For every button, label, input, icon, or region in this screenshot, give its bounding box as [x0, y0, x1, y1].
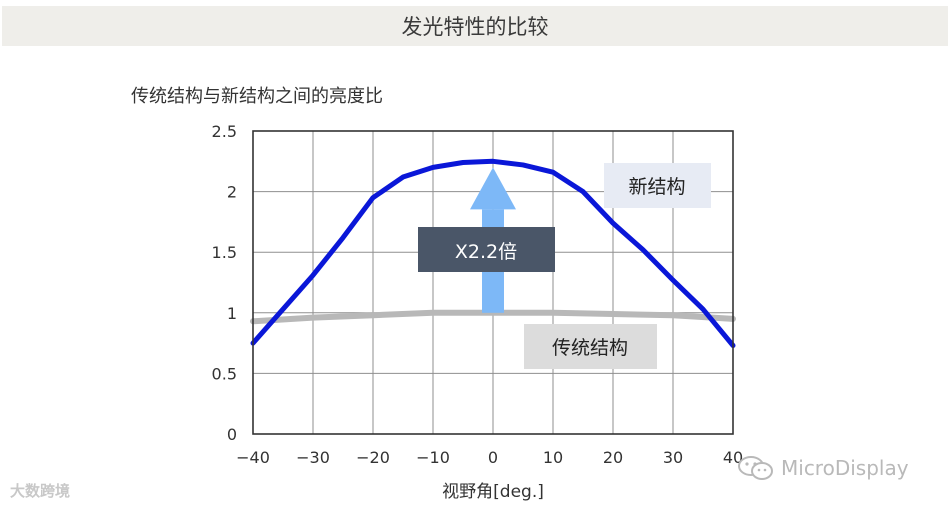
x-tick-label: 30	[663, 448, 683, 467]
x-tick-label: 40	[723, 448, 743, 467]
tick-labels: −40 −30 −20 −10 0 10 20 30 40 0 0.5 1 1.5 2 2.5	[212, 122, 744, 467]
y-tick-label: 2	[227, 183, 237, 202]
page-banner: 发光特性的比较	[2, 6, 948, 46]
y-tick-label: 1.5	[212, 243, 237, 262]
plot-frame	[252, 130, 734, 435]
watermark-right: MicroDisplay	[737, 455, 909, 481]
x-tick-label: 0	[488, 448, 498, 467]
y-tick-label: 2.5	[212, 122, 237, 141]
watermark-left-text: 大数跨境	[10, 482, 71, 500]
x-tick-label: −10	[416, 448, 450, 467]
y-tick-label: 1	[227, 304, 237, 323]
series-line-new	[250, 158, 736, 349]
banner-title: 发光特性的比较	[401, 15, 549, 39]
chart-title: 传统结构与新结构之间的亮度比	[131, 86, 383, 107]
conventional-label: 传统结构	[552, 337, 628, 359]
x-tick-label: 20	[603, 448, 623, 467]
y-tick-label: 0.5	[212, 364, 237, 383]
x-tick-label: −20	[356, 448, 390, 467]
new-structure-label: 新结构	[628, 176, 685, 198]
wechat-icon	[738, 456, 773, 480]
x-axis-label: 视野角[deg.]	[442, 482, 544, 502]
new-structure-label-box	[604, 163, 711, 208]
x-tick-label: 10	[543, 448, 563, 467]
x-tick-label: −30	[296, 448, 330, 467]
conventional-label-box	[524, 324, 657, 369]
ratio-label-box	[418, 227, 555, 272]
watermark-right-text: MicroDisplay	[781, 456, 909, 480]
ratio-arrow-head	[470, 167, 516, 210]
x-tick-label: −40	[236, 448, 270, 467]
y-tick-label: 0	[227, 425, 237, 444]
watermark-left: 大数跨境	[10, 480, 70, 501]
ratio-label: X2.2倍	[455, 241, 517, 263]
